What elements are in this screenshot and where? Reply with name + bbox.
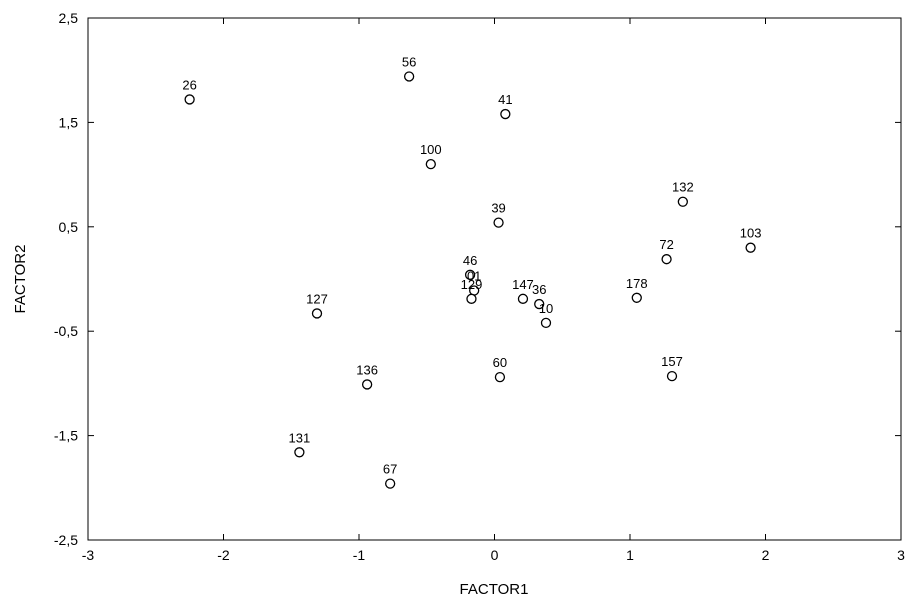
data-point [466, 293, 477, 304]
data-point [311, 308, 323, 319]
point-label: 46 [463, 253, 477, 268]
y-axis: 2,5 1,5 0,5 -0,5 -1,5 -2,5 [54, 10, 901, 548]
data-point [184, 94, 195, 105]
data-point [534, 298, 545, 310]
data-point [661, 254, 672, 265]
data-point [517, 293, 529, 304]
x-axis-title: FACTOR1 [460, 581, 529, 598]
point-label: 39 [491, 201, 505, 216]
point-label: 100 [420, 142, 442, 157]
y-tick-label: -2,5 [54, 532, 78, 548]
point-label: 131 [289, 430, 311, 445]
y-axis-title: FACTOR2 [12, 245, 29, 314]
point-label: 103 [740, 226, 762, 241]
data-point [745, 242, 756, 253]
point-label: 132 [672, 180, 694, 195]
x-tick-label: 0 [491, 547, 499, 563]
data-point [666, 370, 678, 382]
x-tick-label: 1 [626, 547, 634, 563]
data-point [464, 269, 476, 280]
data-point [494, 371, 506, 383]
point-label: 157 [661, 354, 683, 369]
data-point [677, 196, 688, 207]
x-tick-label: -1 [353, 547, 366, 563]
data-point [631, 292, 642, 303]
y-tick-label: 0,5 [59, 219, 79, 235]
x-axis: -3 -2 -1 0 1 2 3 [82, 18, 905, 563]
point-label: 01 [467, 268, 481, 283]
y-tick-label: -1,5 [54, 428, 78, 444]
plot-frame [87, 17, 902, 541]
x-tick-label: -3 [82, 547, 95, 563]
point-label: 136 [356, 362, 378, 377]
point-label: 127 [306, 291, 328, 306]
x-tick-label: 3 [897, 547, 905, 563]
x-tick-label: -2 [217, 547, 230, 563]
data-point [403, 71, 415, 82]
data-point [493, 217, 504, 228]
point-label: 41 [498, 92, 512, 107]
point-label: 67 [383, 462, 397, 477]
data-point [500, 108, 511, 120]
y-tick-label: 1,5 [59, 114, 79, 130]
point-label: 178 [626, 276, 648, 291]
x-tick-label: 2 [762, 547, 770, 563]
point-label: 26 [182, 77, 196, 92]
point-label: 147 [512, 277, 534, 292]
point-label: 60 [493, 355, 507, 370]
point-label: 129 [461, 277, 483, 292]
point-label: 10 [539, 301, 553, 316]
point-label: 36 [532, 282, 546, 297]
y-tick-label: 2,5 [59, 10, 79, 26]
data-point [425, 159, 436, 170]
point-label: 56 [402, 54, 416, 69]
data-point [361, 379, 373, 390]
point-label: 72 [659, 237, 673, 252]
data-point [294, 447, 305, 458]
data-point [385, 478, 396, 489]
data-point [540, 317, 552, 328]
y-tick-label: -0,5 [54, 323, 78, 339]
